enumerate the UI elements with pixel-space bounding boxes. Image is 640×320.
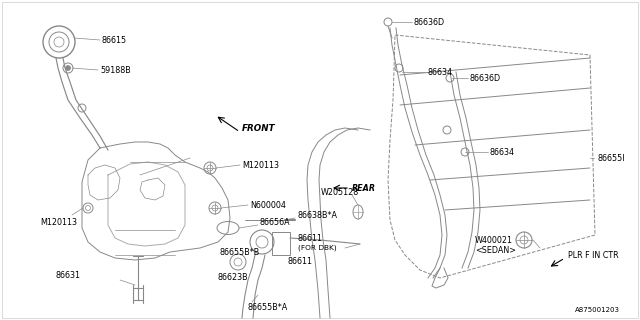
Text: 86638B*A: 86638B*A xyxy=(298,211,338,220)
Text: 86623B: 86623B xyxy=(218,274,248,283)
Text: M120113: M120113 xyxy=(40,218,77,227)
Circle shape xyxy=(65,66,70,70)
Text: 86615: 86615 xyxy=(102,36,127,44)
Text: 86655B*B: 86655B*B xyxy=(220,247,260,257)
Text: (FOR DBK): (FOR DBK) xyxy=(298,245,337,251)
Text: FRONT: FRONT xyxy=(242,124,276,132)
Text: 86655B*A: 86655B*A xyxy=(248,303,288,313)
Text: W205128: W205128 xyxy=(321,188,359,196)
Text: 86656A: 86656A xyxy=(260,218,291,227)
Text: 86634: 86634 xyxy=(490,148,515,156)
Text: <SEDAN>: <SEDAN> xyxy=(475,245,516,254)
Text: 59188B: 59188B xyxy=(100,66,131,75)
Text: 86631: 86631 xyxy=(55,270,80,279)
Text: 86611: 86611 xyxy=(288,258,313,267)
Text: PLR F IN CTR: PLR F IN CTR xyxy=(568,252,619,260)
Text: A875001203: A875001203 xyxy=(575,307,620,313)
Text: 86636D: 86636D xyxy=(470,74,501,83)
Text: 86636D: 86636D xyxy=(414,18,445,27)
Text: REAR: REAR xyxy=(352,183,376,193)
Text: M120113: M120113 xyxy=(242,161,279,170)
Text: 86611: 86611 xyxy=(298,234,323,243)
Text: 86634: 86634 xyxy=(427,68,452,76)
Text: 86655I: 86655I xyxy=(598,154,625,163)
Text: N600004: N600004 xyxy=(250,201,286,210)
Text: W400021: W400021 xyxy=(475,236,513,244)
